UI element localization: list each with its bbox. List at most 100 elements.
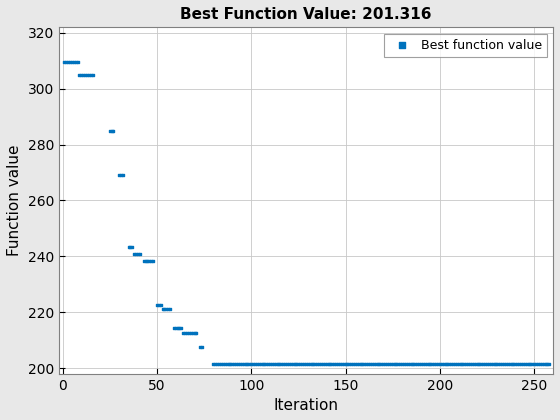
Best function value [511, 360, 520, 367]
Best function value [164, 306, 172, 313]
Best function value [292, 360, 301, 367]
Best function value [309, 360, 318, 367]
Best function value [133, 250, 142, 257]
Best function value [60, 59, 69, 66]
Best function value [162, 306, 171, 313]
Best function value [245, 360, 254, 367]
Best function value [181, 330, 190, 336]
Best function value [515, 360, 524, 367]
Best function value [405, 360, 414, 367]
Best function value [234, 360, 242, 367]
Best function value [409, 360, 418, 367]
Best function value [326, 360, 335, 367]
Best function value [69, 59, 78, 66]
Y-axis label: Function value: Function value [7, 145, 22, 256]
Best function value [148, 257, 157, 264]
Best function value [382, 360, 391, 367]
Best function value [158, 306, 167, 313]
Best function value [363, 360, 372, 367]
Best function value [322, 360, 331, 367]
Best function value [71, 59, 80, 66]
Best function value [300, 360, 309, 367]
Best function value [196, 344, 205, 350]
Best function value [394, 360, 403, 367]
Best function value [347, 360, 356, 367]
Best function value [343, 360, 352, 367]
Best function value [441, 360, 450, 367]
Best function value [454, 360, 463, 367]
Best function value [269, 360, 278, 367]
Best function value [305, 360, 314, 367]
Best function value [281, 360, 290, 367]
Best function value [118, 172, 127, 178]
Best function value [141, 257, 150, 264]
Best function value [232, 360, 241, 367]
Best function value [505, 360, 514, 367]
Best function value [277, 360, 286, 367]
Best function value [433, 360, 442, 367]
Best function value [484, 360, 493, 367]
Best function value [366, 360, 375, 367]
Best function value [507, 360, 516, 367]
Best function value [541, 360, 550, 367]
Best function value [462, 360, 471, 367]
Best function value [526, 360, 535, 367]
Best function value [339, 360, 348, 367]
Best function value [414, 360, 423, 367]
Best function value [247, 360, 256, 367]
Best function value [384, 360, 393, 367]
Best function value [500, 360, 508, 367]
Best function value [375, 360, 384, 367]
Best function value [435, 360, 444, 367]
Best function value [488, 360, 497, 367]
Best function value [116, 172, 125, 178]
Best function value [386, 360, 395, 367]
Best function value [235, 360, 244, 367]
Best function value [250, 360, 259, 367]
Best function value [228, 360, 237, 367]
Legend: Best function value: Best function value [384, 34, 547, 57]
Best function value [430, 360, 438, 367]
Best function value [260, 360, 269, 367]
Best function value [169, 324, 178, 331]
Best function value [173, 324, 182, 331]
Best function value [424, 360, 433, 367]
Best function value [258, 360, 267, 367]
Best function value [214, 360, 223, 367]
Best function value [392, 360, 401, 367]
Best function value [420, 360, 429, 367]
Best function value [496, 360, 505, 367]
Best function value [217, 360, 226, 367]
X-axis label: Iteration: Iteration [273, 398, 338, 413]
Best function value [483, 360, 492, 367]
Best function value [82, 71, 91, 78]
Title: Best Function Value: 201.316: Best Function Value: 201.316 [180, 7, 432, 22]
Best function value [407, 360, 416, 367]
Best function value [301, 360, 310, 367]
Best function value [437, 360, 446, 367]
Best function value [265, 360, 274, 367]
Best function value [284, 360, 293, 367]
Best function value [268, 360, 277, 367]
Best function value [490, 360, 499, 367]
Best function value [139, 257, 148, 264]
Best function value [230, 360, 239, 367]
Best function value [464, 360, 473, 367]
Best function value [152, 302, 161, 309]
Best function value [304, 360, 312, 367]
Best function value [315, 360, 324, 367]
Best function value [411, 360, 420, 367]
Best function value [184, 330, 193, 336]
Best function value [213, 360, 222, 367]
Best function value [503, 360, 512, 367]
Best function value [190, 330, 199, 336]
Best function value [262, 360, 270, 367]
Best function value [298, 360, 307, 367]
Best function value [183, 330, 192, 336]
Best function value [370, 360, 379, 367]
Best function value [337, 360, 346, 367]
Best function value [85, 71, 94, 78]
Best function value [348, 360, 357, 367]
Best function value [492, 360, 501, 367]
Best function value [516, 360, 525, 367]
